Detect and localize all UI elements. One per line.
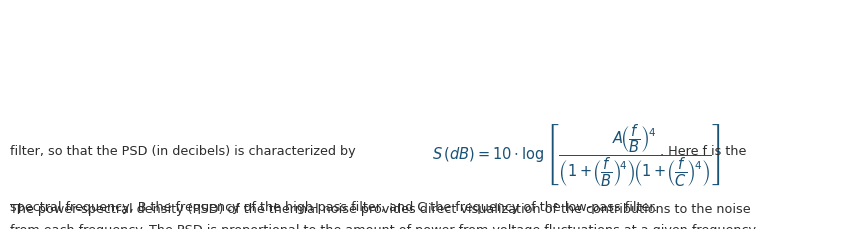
Text: filter, so that the PSD (in decibels) is characterized by: filter, so that the PSD (in decibels) is… — [10, 145, 360, 158]
Text: spectral frequency, B the frequency of the high-pass filter, and C the frequency: spectral frequency, B the frequency of t… — [10, 201, 658, 214]
Text: . Here f is the: . Here f is the — [660, 145, 746, 158]
Text: $S\,(dB)=10\cdot\log\left[\dfrac{A\!\left(\dfrac{f}{B}\right)^{\!4}}{\left(1+\!\: $S\,(dB)=10\cdot\log\left[\dfrac{A\!\lef… — [432, 122, 721, 188]
Text: The power-spectral density (PSD) of the thermal noise provides direct visualizat: The power-spectral density (PSD) of the … — [10, 203, 751, 216]
Text: from each frequency. The PSD is proportional to the amount of power from voltage: from each frequency. The PSD is proporti… — [10, 224, 760, 229]
